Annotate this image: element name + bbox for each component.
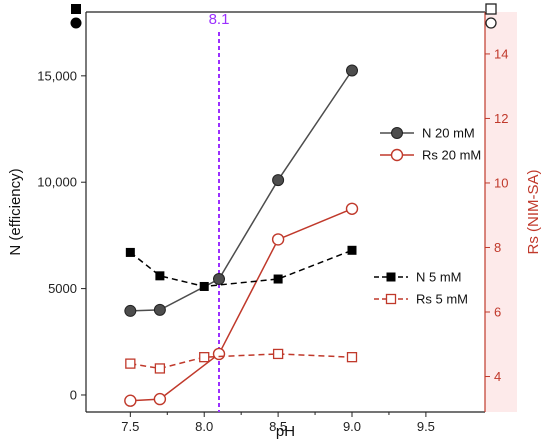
data-point [155, 271, 165, 281]
x-tick-label: 8.0 [195, 419, 213, 434]
data-point [273, 274, 283, 284]
data-point [271, 233, 285, 246]
corner-symbols-layer [70, 3, 497, 29]
legend-lower-right: N 5 mM Rs 5 mM [374, 270, 468, 307]
left-y-tick-label: 15,000 [37, 68, 77, 83]
series-line [129, 249, 353, 288]
x-tick-label: 7.5 [121, 419, 139, 434]
data-point [124, 304, 137, 317]
data-point [153, 303, 166, 316]
x-tick-label: 9.0 [343, 419, 361, 434]
series-layer [124, 64, 359, 407]
legend-label: Rs 20 mM [422, 148, 481, 163]
data-point [213, 273, 225, 286]
right-y-tick-label: 14 [494, 46, 508, 61]
right-y-tick-label: 6 [494, 305, 501, 320]
series-n-20-mm [124, 64, 358, 317]
left-y-axis-title: N (efficiency) [7, 168, 24, 255]
reference-line-label: 8.1 [209, 11, 230, 28]
right-y-axis-title: Rs (NIM-SA) [525, 170, 542, 255]
data-point [345, 202, 359, 215]
corner-symbols-top-right [485, 3, 497, 29]
data-point [272, 174, 285, 187]
series-rs-20-mm [124, 202, 359, 407]
data-point [346, 352, 358, 363]
right-y-tick-label: 4 [494, 369, 501, 384]
legend-upper-right: N 20 mM Rs 20 mM [380, 126, 481, 163]
corner-circle-icon [485, 17, 497, 29]
x-axis-title: pH [276, 423, 295, 440]
data-point [199, 281, 209, 291]
left-y-tick-label: 5000 [48, 281, 77, 296]
legend-marker [385, 293, 397, 305]
chart-background-layer [485, 12, 517, 412]
x-tick-label: 8.5 [269, 419, 287, 434]
right-y-tick-label: 8 [494, 240, 501, 255]
legend-label: N 20 mM [422, 126, 475, 141]
legend-marker [386, 272, 396, 282]
legend-label: Rs 5 mM [416, 292, 468, 307]
data-point [272, 348, 284, 360]
right-y-tick-label: 12 [494, 111, 508, 126]
data-point [153, 392, 167, 406]
right-y-tick-label: 10 [494, 175, 508, 190]
axes-layer: 7.5 8.0 8.5 9.0 9.5 0 5000 10,000 15,000 4 6 8 10 12 1… [37, 11, 508, 434]
corner-square-icon [485, 3, 497, 15]
data-point [125, 247, 135, 257]
data-point [154, 363, 166, 374]
x-tick-label: 9.5 [417, 419, 435, 434]
data-point [125, 358, 136, 369]
series-n-5-mm [125, 245, 357, 291]
legend-marker [390, 148, 404, 162]
corner-circle-icon [70, 17, 82, 29]
legend-marker [391, 127, 403, 139]
data-point [212, 347, 226, 361]
series-rs-5-mm [125, 348, 358, 374]
data-point [124, 394, 137, 407]
data-point [347, 245, 357, 255]
legend-label: N 5 mM [416, 270, 462, 285]
data-point [199, 352, 210, 363]
corner-symbols-top-left [70, 4, 82, 29]
right-axis-band [485, 12, 517, 412]
data-point [346, 64, 358, 77]
left-y-tick-label: 10,000 [37, 175, 77, 190]
corner-square-icon [71, 4, 81, 14]
left-y-tick-label: 0 [70, 387, 77, 402]
axis-titles-layer: pH N (efficiency) Rs (NIM-SA) [7, 168, 542, 440]
legend-layer: N 20 mM Rs 20 mM N 5 mM Rs 5 mM [374, 126, 481, 307]
